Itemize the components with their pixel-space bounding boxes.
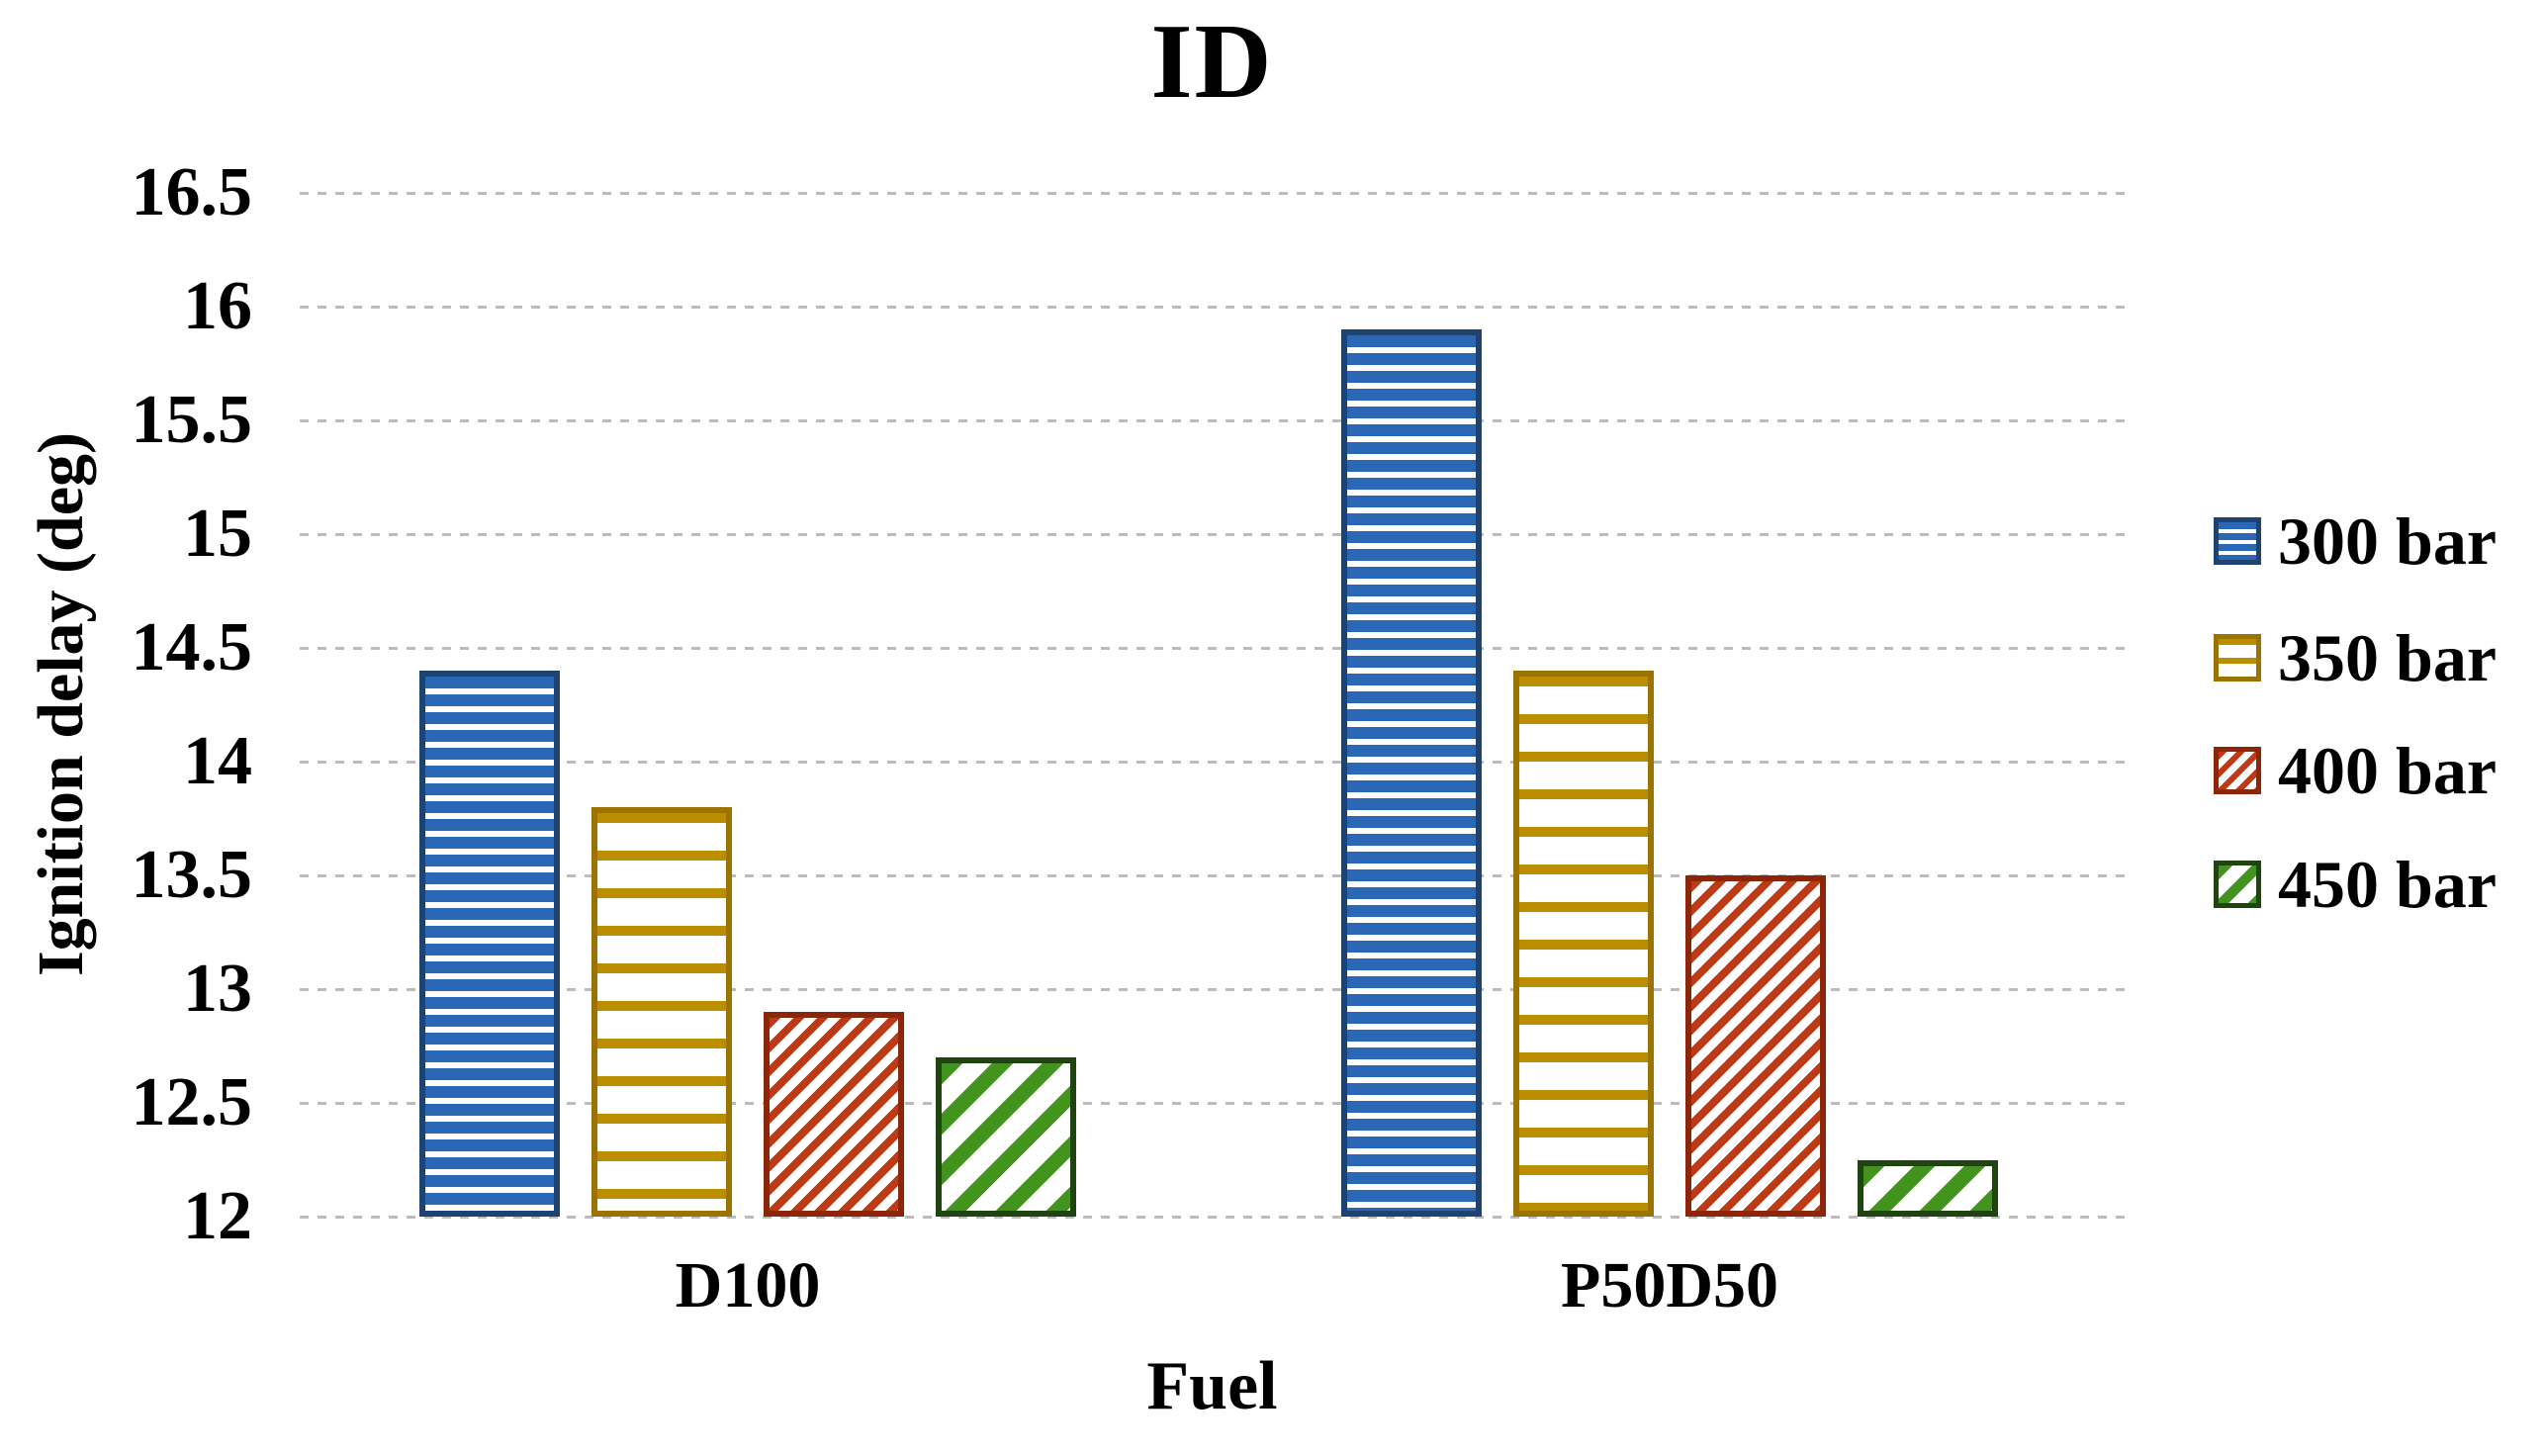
gridline-14.5 [300,647,2125,650]
bar-450-bar-D100 [936,1057,1076,1217]
bar-400-bar-P50D50 [1685,875,1826,1217]
gridline-15 [300,533,2125,536]
legend-label: 350 bar [2278,620,2497,695]
bar-300-bar-P50D50 [1341,329,1482,1217]
bar-450-bar-P50D50 [1858,1159,1998,1217]
gridline-15.5 [300,419,2125,422]
horizontal-stripe-dense-icon [2214,517,2261,565]
legend-label: 450 bar [2278,847,2497,922]
bar-400-bar-D100 [764,1012,904,1217]
chart-title: ID [1150,3,1274,121]
horizontal-stripe-sparse-icon [2214,634,2261,682]
x-category-label-P50D50: P50D50 [1561,1249,1778,1321]
legend-item-300-bar: 300 bar [2214,503,2497,579]
y-tick-label: 16 [183,268,252,344]
legend-label: 400 bar [2278,733,2497,808]
y-tick-label: 14 [183,723,252,799]
y-tick-label: 15 [183,496,252,572]
x-axis-title: Fuel [1146,1348,1278,1424]
legend-item-350-bar: 350 bar [2214,620,2497,695]
legend-label: 300 bar [2278,503,2497,579]
plot-area [300,192,2125,1219]
y-tick-label: 13.5 [131,837,253,913]
gridline-16.5 [300,192,2125,195]
x-category-label-D100: D100 [675,1249,821,1321]
bar-350-bar-D100 [591,807,732,1217]
bar-350-bar-P50D50 [1513,671,1654,1217]
y-tick-label: 16.5 [131,154,253,230]
y-tick-label: 13 [183,951,252,1027]
diagonal-stripe-dense-icon [2214,747,2261,794]
gridline-12 [300,1216,2125,1219]
gridline-16 [300,306,2125,309]
bar-300-bar-D100 [419,671,560,1217]
legend-item-400-bar: 400 bar [2214,733,2497,808]
gridline-12.5 [300,1102,2125,1105]
y-tick-label: 12 [183,1178,252,1254]
legend-item-450-bar: 450 bar [2214,847,2497,922]
y-tick-label: 12.5 [131,1064,253,1140]
gridline-13 [300,988,2125,991]
diagonal-stripe-sparse-icon [2214,861,2261,908]
y-tick-label: 14.5 [131,609,253,685]
gridline-13.5 [300,874,2125,877]
y-tick-label: 15.5 [131,382,253,458]
gridline-14 [300,761,2125,764]
